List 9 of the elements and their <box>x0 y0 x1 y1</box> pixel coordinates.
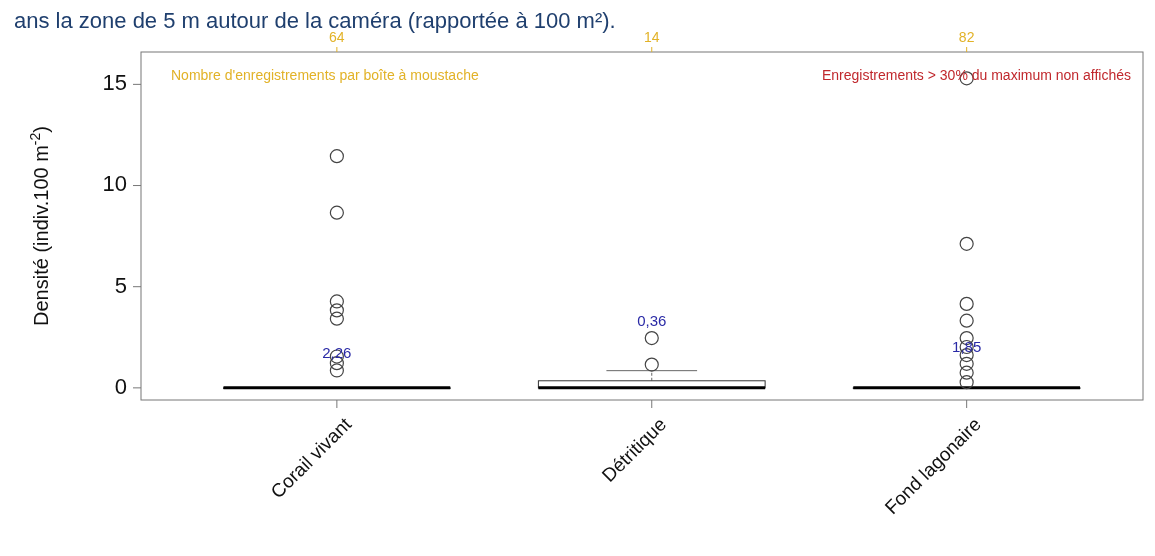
y-tick-label: 10 <box>102 171 127 197</box>
annotation: 82 <box>958 29 975 45</box>
annotation: 14 <box>643 29 660 45</box>
y-tick-label: 5 <box>114 272 127 298</box>
annotation: Nombre d'enregistrements par boîte à moustache <box>171 67 479 83</box>
y-tick-label: 0 <box>114 373 127 399</box>
annotation: 2,26 <box>322 344 352 362</box>
annotation: 0,36 <box>637 312 667 330</box>
y-tick-label: 15 <box>102 70 127 96</box>
